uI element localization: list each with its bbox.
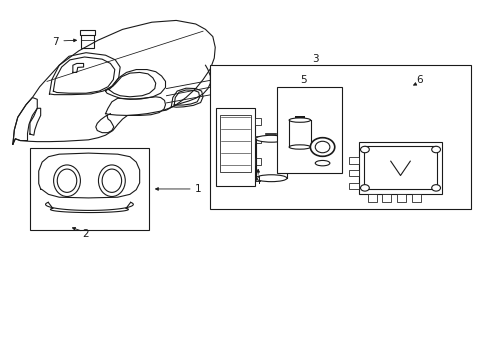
- Ellipse shape: [310, 138, 334, 156]
- Bar: [255, 136, 261, 143]
- Bar: [396, 194, 405, 202]
- Ellipse shape: [288, 145, 310, 149]
- Bar: [348, 157, 358, 164]
- Text: 6: 6: [415, 75, 422, 85]
- Ellipse shape: [57, 169, 77, 192]
- Circle shape: [360, 185, 368, 191]
- Bar: [255, 118, 261, 126]
- Ellipse shape: [315, 141, 329, 153]
- Circle shape: [360, 146, 368, 153]
- Ellipse shape: [102, 169, 122, 192]
- Ellipse shape: [315, 161, 329, 166]
- Bar: [216, 108, 255, 186]
- Circle shape: [431, 185, 440, 191]
- Bar: [80, 31, 95, 35]
- Bar: [210, 65, 470, 209]
- Ellipse shape: [54, 165, 80, 197]
- Bar: [30, 148, 149, 230]
- Ellipse shape: [255, 175, 286, 182]
- Text: 4: 4: [254, 176, 261, 186]
- Text: 3: 3: [311, 54, 318, 64]
- Bar: [382, 194, 390, 202]
- Bar: [363, 146, 436, 189]
- Bar: [255, 158, 261, 165]
- Bar: [81, 34, 94, 48]
- Bar: [348, 183, 358, 189]
- Ellipse shape: [255, 135, 286, 142]
- Bar: [277, 87, 341, 173]
- Bar: [358, 142, 441, 194]
- Circle shape: [431, 146, 440, 153]
- Ellipse shape: [288, 118, 310, 122]
- Bar: [348, 170, 358, 176]
- Text: 1: 1: [194, 184, 201, 194]
- Text: 5: 5: [299, 75, 305, 85]
- Text: 2: 2: [82, 229, 89, 239]
- Text: 7: 7: [52, 37, 59, 46]
- Bar: [411, 194, 420, 202]
- Bar: [220, 115, 251, 172]
- Bar: [367, 194, 376, 202]
- Ellipse shape: [98, 165, 125, 197]
